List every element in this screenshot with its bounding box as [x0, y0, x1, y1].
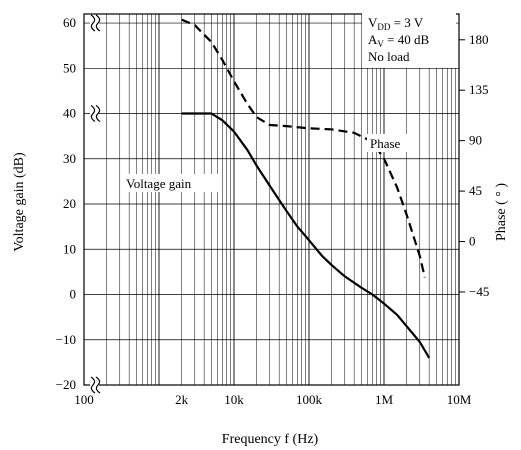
y-tick-label: 10 — [63, 241, 76, 256]
voltage-gain-series-label: Voltage gain — [123, 174, 221, 192]
phase-line — [181, 18, 426, 278]
phase-series-label: Phase — [367, 134, 409, 152]
axis-break-mark — [90, 105, 96, 123]
x-tick-label: 10M — [447, 392, 472, 407]
axis-break-mark — [95, 14, 101, 32]
series — [181, 18, 431, 359]
x-tick-label: 100k — [296, 392, 323, 407]
y2-tick-label: 0 — [469, 234, 476, 249]
y2-axis-ticks: 180 135 90 45 0 −45 — [459, 32, 489, 299]
plot-frame — [83, 13, 460, 386]
axis-break-mark — [90, 14, 96, 32]
x-tick-label: 1M — [375, 392, 394, 407]
axis-break-mask — [90, 377, 99, 393]
y-tick-label: 60 — [63, 15, 76, 30]
axis-break-mark — [90, 376, 96, 394]
y-tick-label: 30 — [63, 151, 76, 166]
y2-tick-label: 45 — [469, 183, 482, 198]
axis-break-mask — [90, 105, 99, 122]
y-tick-label: 0 — [70, 287, 77, 302]
x-axis-label: Frequency f (Hz) — [222, 432, 319, 447]
axis-break-mark — [95, 105, 101, 123]
y-axis-ticks: 60 50 40 30 20 10 0 −10 −20 — [56, 15, 76, 392]
svg-text:Phase: Phase — [370, 136, 401, 151]
y-tick-label: 50 — [63, 60, 76, 75]
grid — [84, 14, 459, 385]
axis-break-mark — [95, 376, 101, 394]
y2-axis-label: Phase ( ° ) — [494, 183, 509, 241]
y2-tick-label: 135 — [469, 82, 489, 97]
y2-tick-label: −45 — [469, 284, 489, 299]
svg-text:Voltage gain: Voltage gain — [126, 176, 192, 191]
y-tick-label: −20 — [56, 377, 76, 392]
y2-tick-label: 90 — [469, 133, 482, 148]
voltage-gain-line — [181, 112, 431, 359]
y-axis-label: Voltage gain (dB) — [12, 152, 27, 252]
x-axis-ticks: 100 2k 10k 100k 1M 10M — [74, 392, 471, 407]
x-tick-label: 100 — [74, 392, 94, 407]
axis-break-mask — [90, 15, 99, 32]
load-condition: No load — [368, 49, 410, 64]
x-tick-label: 10k — [224, 392, 244, 407]
y-tick-label: 40 — [63, 106, 76, 121]
axis-breaks — [90, 14, 101, 394]
x-tick-label: 2k — [175, 392, 189, 407]
y-tick-label: 20 — [63, 196, 76, 211]
av-condition: AV = 40 dB — [368, 32, 429, 49]
y-tick-label: −10 — [56, 332, 76, 347]
y2-tick-label: 180 — [469, 32, 489, 47]
vdd-condition: VDD = 3 V — [368, 15, 424, 32]
conditions-legend: VDD = 3 V AV = 40 dB No load — [362, 12, 456, 68]
